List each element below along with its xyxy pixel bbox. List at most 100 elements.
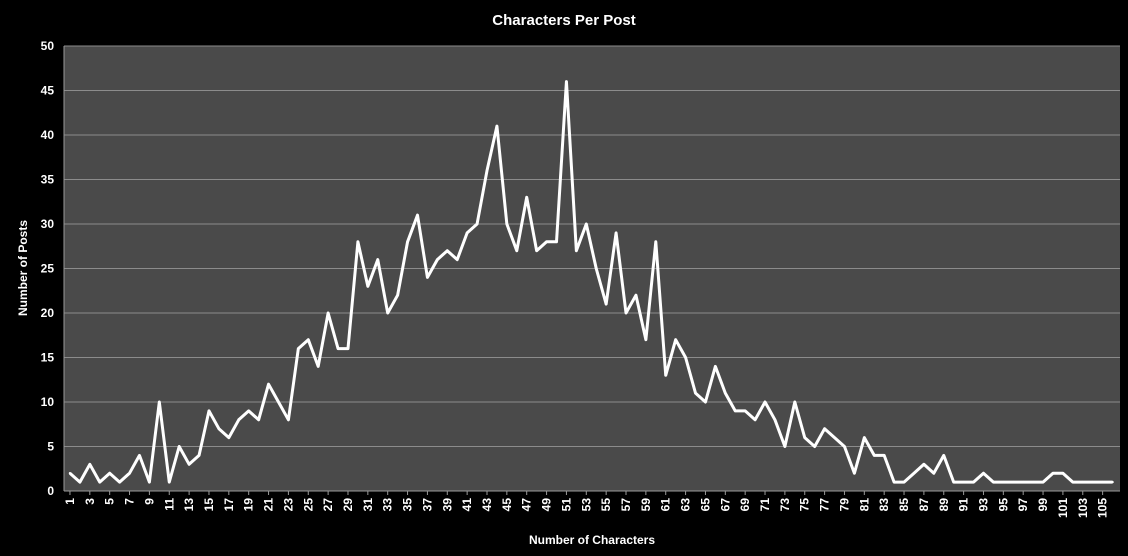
y-tick-label: 20 xyxy=(41,306,55,320)
data-point xyxy=(68,472,72,475)
data-point xyxy=(277,400,280,404)
data-point xyxy=(882,454,886,457)
data-point xyxy=(197,454,201,457)
data-point xyxy=(833,436,836,439)
x-tick-label: 79 xyxy=(837,498,851,512)
data-point xyxy=(694,391,697,395)
data-point xyxy=(505,222,509,226)
data-point xyxy=(396,294,399,297)
data-point xyxy=(962,480,965,484)
x-tick-label: 89 xyxy=(937,498,951,512)
x-tick-label: 13 xyxy=(182,498,196,512)
x-tick-label: 105 xyxy=(1096,498,1110,518)
data-point xyxy=(436,258,439,261)
x-tick-label: 53 xyxy=(579,498,593,512)
x-tick-label: 59 xyxy=(639,498,653,512)
data-point xyxy=(952,480,955,484)
x-axis-ticks: 1 3 5 7 9 11 13 15 17 19 21 23 25 27 29 31 33 35 37 39 41 43 4… xyxy=(63,491,1110,518)
data-point xyxy=(257,418,260,421)
gridlines xyxy=(63,45,1120,492)
data-point xyxy=(932,472,936,475)
data-point xyxy=(1031,480,1035,484)
data-point xyxy=(565,80,568,83)
x-tick-label: 41 xyxy=(460,498,474,512)
x-tick-label: 27 xyxy=(321,498,335,512)
x-tick-label: 49 xyxy=(540,498,554,512)
data-point xyxy=(942,454,945,457)
y-tick-label: 15 xyxy=(41,351,55,365)
data-point xyxy=(783,445,787,448)
x-tick-label: 51 xyxy=(559,498,573,512)
x-tick-label: 1 xyxy=(63,498,77,505)
data-point xyxy=(336,347,340,350)
x-tick-label: 75 xyxy=(798,498,812,512)
data-point xyxy=(307,338,310,341)
data-point xyxy=(873,454,876,457)
x-tick-label: 77 xyxy=(818,498,832,512)
data-point xyxy=(922,463,926,466)
data-point xyxy=(88,463,92,466)
data-point xyxy=(217,427,221,430)
data-point xyxy=(902,480,906,484)
y-axis-title: Number of Posts xyxy=(16,220,30,316)
data-point xyxy=(187,463,191,466)
y-tick-label: 0 xyxy=(47,484,54,498)
data-point xyxy=(485,169,489,172)
data-point xyxy=(237,418,240,421)
data-point xyxy=(982,472,985,475)
y-tick-label: 10 xyxy=(41,395,55,409)
x-tick-label: 43 xyxy=(480,498,494,512)
data-point xyxy=(634,294,638,297)
x-tick-label: 21 xyxy=(262,498,276,512)
data-point xyxy=(515,249,518,252)
data-point xyxy=(654,240,657,243)
x-tick-label: 15 xyxy=(202,498,216,512)
data-point xyxy=(475,222,479,226)
data-point xyxy=(168,480,171,484)
data-point xyxy=(128,472,131,475)
x-tick-label: 19 xyxy=(242,498,256,512)
data-point xyxy=(704,400,707,404)
data-point xyxy=(267,383,270,386)
data-point xyxy=(644,338,648,341)
y-tick-label: 45 xyxy=(41,84,55,98)
data-point xyxy=(992,480,995,484)
x-tick-label: 93 xyxy=(976,498,990,512)
x-tick-label: 65 xyxy=(698,498,712,512)
x-tick-label: 3 xyxy=(83,498,97,505)
data-point xyxy=(1041,480,1045,484)
x-tick-label: 17 xyxy=(222,498,236,512)
data-point xyxy=(386,311,389,315)
x-tick-label: 31 xyxy=(361,498,375,512)
x-tick-label: 71 xyxy=(758,498,772,512)
data-point xyxy=(495,124,499,128)
data-point xyxy=(823,427,826,430)
x-tick-label: 9 xyxy=(142,498,156,505)
data-point xyxy=(158,400,161,404)
series-group xyxy=(68,80,1114,484)
data-point xyxy=(813,445,816,448)
data-point xyxy=(803,436,806,439)
data-point xyxy=(1002,480,1005,484)
data-point xyxy=(1021,480,1025,484)
data-point xyxy=(138,454,141,457)
data-point xyxy=(1061,472,1065,475)
data-point xyxy=(624,311,628,315)
data-point xyxy=(207,409,211,413)
data-point xyxy=(108,472,111,475)
y-tick-label: 40 xyxy=(41,128,55,142)
x-tick-label: 61 xyxy=(659,498,673,512)
data-point xyxy=(416,213,419,217)
y-tick-label: 30 xyxy=(41,217,55,231)
data-point xyxy=(793,400,797,404)
data-point xyxy=(406,240,409,243)
data-point xyxy=(98,480,101,484)
x-tick-label: 37 xyxy=(420,498,434,512)
x-tick-label: 83 xyxy=(877,498,891,512)
data-point xyxy=(426,276,429,279)
x-tick-label: 35 xyxy=(401,498,415,512)
data-point xyxy=(446,249,449,252)
x-tick-label: 23 xyxy=(281,498,295,512)
data-point xyxy=(1051,472,1055,475)
data-point xyxy=(863,436,866,439)
